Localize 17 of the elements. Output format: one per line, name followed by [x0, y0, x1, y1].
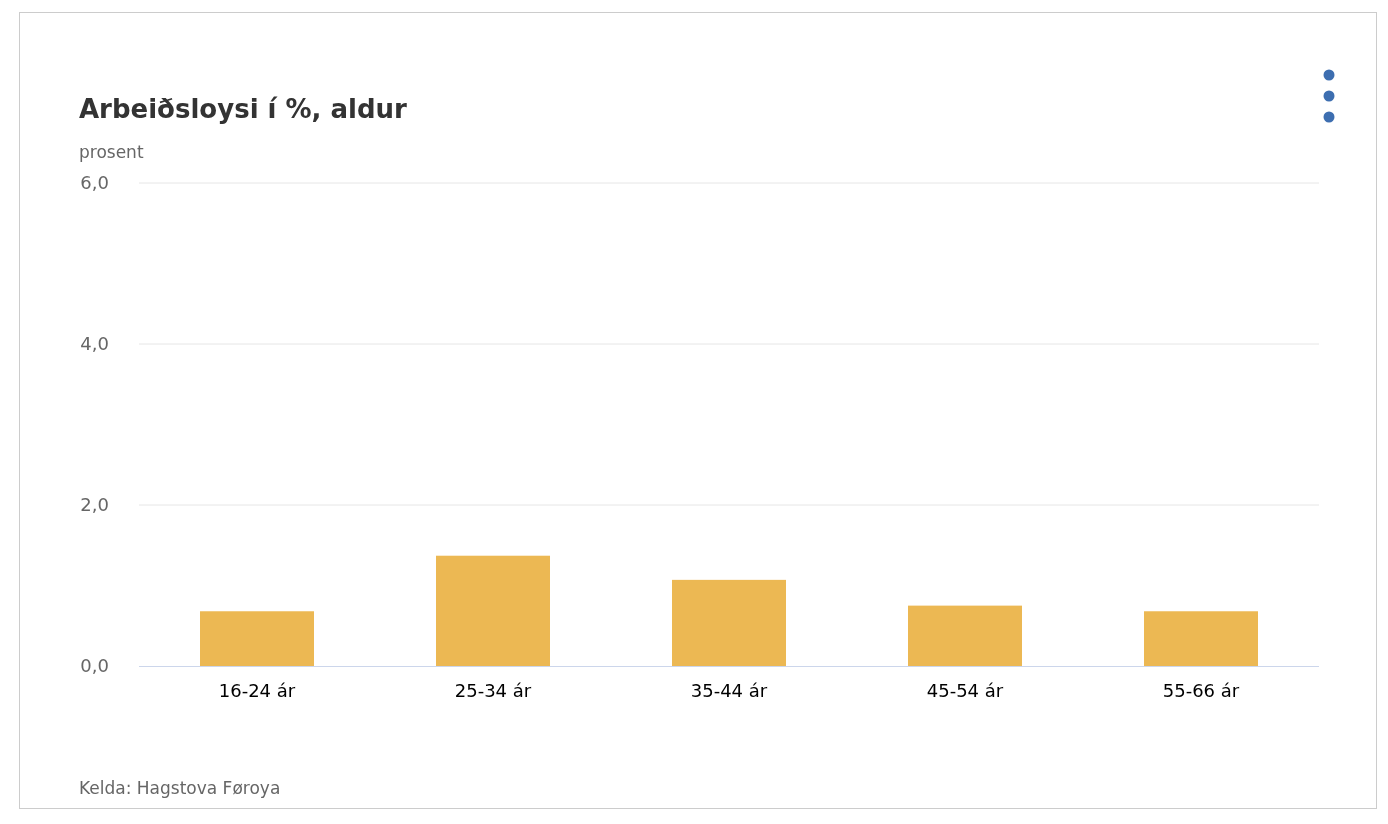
x-tick-label: 45-54 ár: [926, 679, 1004, 701]
x-tick-label: 16-24 ár: [218, 679, 296, 701]
text: Kelda: Hagstova Føroya: [79, 778, 281, 798]
y-tick-label: 2,0: [80, 494, 109, 516]
bar: [672, 579, 786, 666]
bar: [200, 611, 314, 666]
y-tick-label: 0,0: [80, 655, 109, 677]
y-tick-label: 4,0: [80, 333, 109, 355]
chart-title: Arbeiðsloysi í %, aldur: [79, 94, 408, 124]
bar: [436, 555, 550, 666]
y-axis-title: prosent: [79, 142, 144, 162]
x-tick-label: 25-34 ár: [454, 679, 532, 701]
bar: [908, 605, 1022, 666]
bar: [1144, 611, 1258, 666]
y-tick-label: 6,0: [80, 172, 109, 194]
x-tick-label: 35-44 ár: [690, 679, 768, 701]
x-tick-label: 55-66 ár: [1162, 679, 1240, 701]
